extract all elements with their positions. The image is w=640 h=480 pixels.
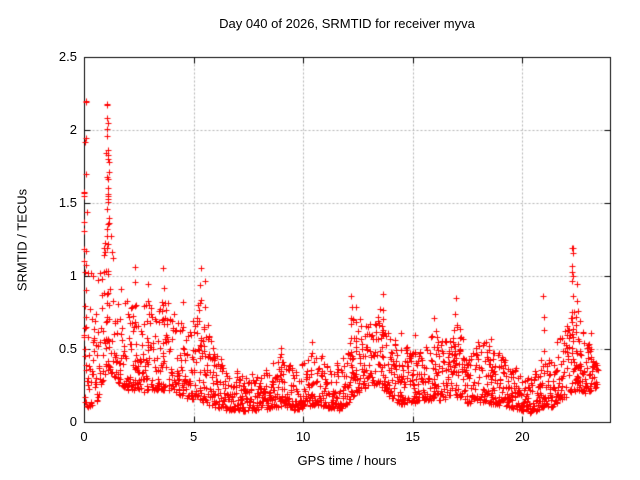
y-tick-label: 0 <box>69 414 77 429</box>
x-tick-label: 5 <box>189 429 198 444</box>
x-axis-label: GPS time / hours <box>297 453 397 468</box>
y-tick-label: 0.5 <box>58 341 77 356</box>
x-tick-label: 15 <box>405 429 420 444</box>
y-tick-label: 1 <box>69 268 77 283</box>
y-axis-label: SRMTID / TECUs <box>14 188 30 292</box>
chart-title: Day 040 of 2026, SRMTID for receiver myv… <box>219 16 475 31</box>
x-tick-label: 10 <box>295 429 311 444</box>
x-tick-label: 0 <box>80 429 88 444</box>
y-tick-label: 1.5 <box>58 195 77 210</box>
x-tick-label: 20 <box>515 429 530 444</box>
y-tick-label: 2 <box>69 122 77 137</box>
y-tick-label: 2.5 <box>58 49 77 64</box>
